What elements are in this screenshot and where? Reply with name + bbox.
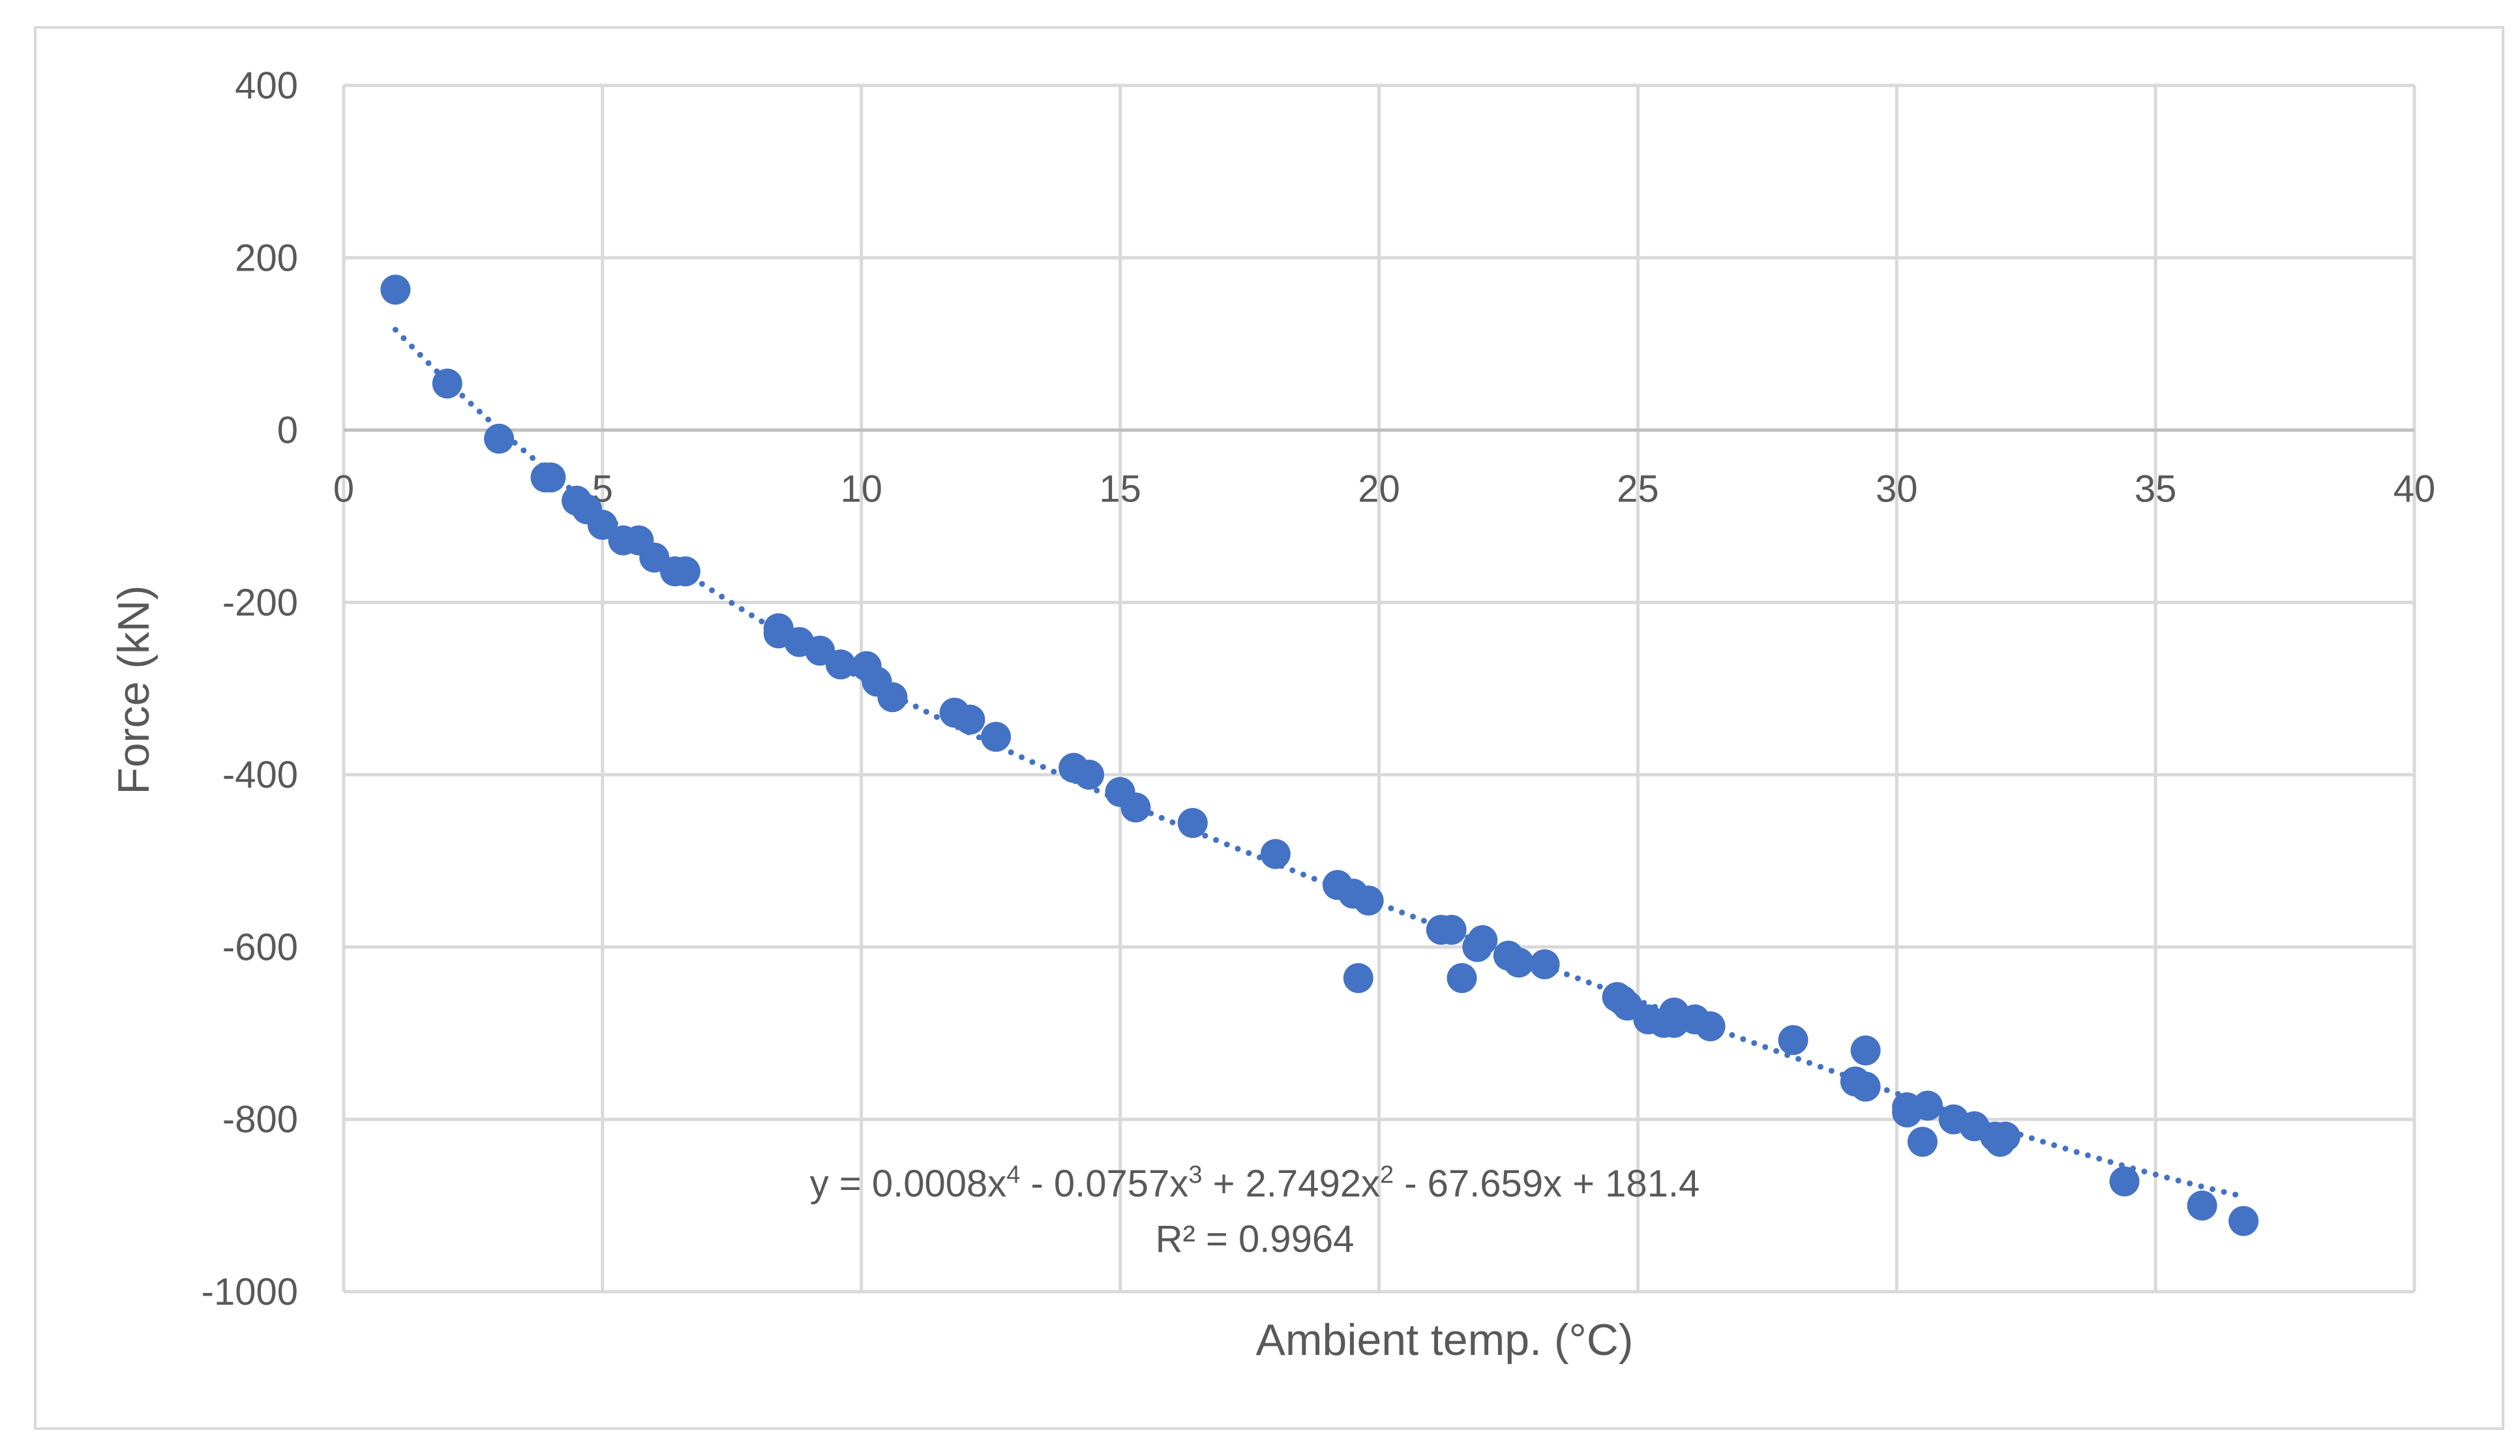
data-point — [535, 462, 566, 493]
data-point — [1990, 1122, 2020, 1152]
data-point — [1503, 947, 1534, 978]
data-point — [1467, 925, 1498, 955]
data-point — [1778, 1025, 1808, 1056]
data-point — [432, 368, 462, 399]
x-tick-label: 20 — [1358, 468, 1400, 511]
x-axis-title: Ambient temp. (°C) — [1256, 1315, 1634, 1365]
y-tick-label: -400 — [222, 754, 298, 796]
data-point — [1177, 808, 1208, 839]
data-point — [1343, 963, 1373, 993]
data-point — [1912, 1090, 1943, 1121]
data-point — [1260, 839, 1291, 869]
trendline-equation: y = 0.0008x4 - 0.0757x3 + 2.7492x2 - 67.… — [810, 1161, 1700, 1205]
data-point — [1695, 1011, 1726, 1041]
x-tick-label: 0 — [333, 468, 354, 511]
data-point — [587, 509, 618, 540]
data-point — [826, 649, 856, 679]
y-tick-label: -800 — [222, 1099, 298, 1141]
data-point — [2109, 1166, 2140, 1196]
x-tick-label: 25 — [1617, 468, 1659, 511]
trendline-r-squared: R² = 0.9964 — [1156, 1218, 1355, 1260]
data-point — [1850, 1035, 1881, 1065]
y-tick-label: 200 — [235, 237, 298, 279]
y-tick-label: -200 — [222, 582, 298, 624]
data-point — [877, 682, 908, 713]
trendline — [392, 327, 2247, 1200]
x-tick-label: 40 — [2393, 468, 2436, 511]
data-point — [670, 556, 700, 587]
x-tick-label: 10 — [840, 468, 882, 511]
data-point — [1436, 915, 1467, 945]
y-tick-label: -600 — [222, 926, 298, 968]
x-tick-label: 30 — [1876, 468, 1918, 511]
data-point — [981, 722, 1012, 752]
data-point-layer — [380, 275, 2259, 1236]
data-point — [1907, 1127, 1938, 1157]
data-point — [1447, 963, 1477, 993]
data-point — [2187, 1190, 2217, 1221]
y-tick-label: -1000 — [202, 1271, 298, 1313]
y-tick-label: 400 — [235, 65, 298, 107]
x-tick-label: 35 — [2135, 468, 2177, 511]
data-point — [1074, 760, 1104, 790]
data-point — [2228, 1206, 2259, 1236]
data-point — [484, 423, 515, 454]
data-point — [1529, 949, 1560, 979]
y-tick-label: 0 — [277, 409, 298, 452]
grid-layer — [342, 83, 2416, 1294]
x-tick-label: 15 — [1099, 468, 1141, 511]
data-point — [1353, 885, 1384, 916]
data-point — [1850, 1071, 1881, 1102]
data-point — [380, 275, 411, 305]
data-point — [955, 704, 985, 735]
chart-frame — [34, 26, 2504, 1430]
trendline-layer — [392, 327, 2247, 1200]
y-axis-title: Force (kN) — [109, 585, 158, 794]
data-point — [1120, 792, 1151, 823]
